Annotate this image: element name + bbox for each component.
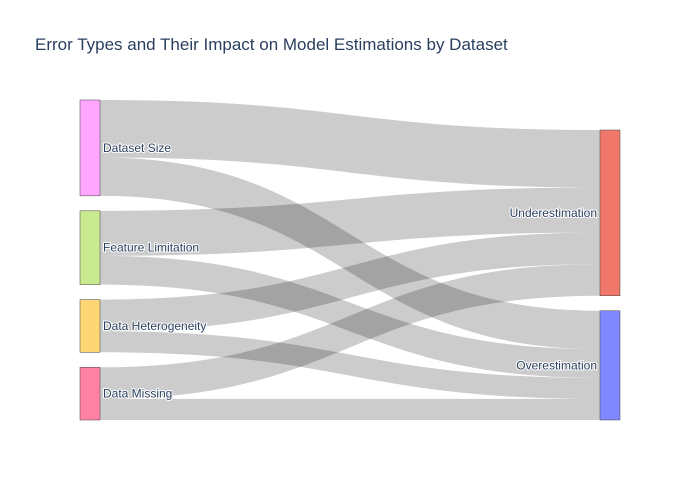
link-feature-limitation-to-underestimation[interactable] — [100, 187, 600, 256]
node-label-data-heterogeneity: Data Heterogeneity — [103, 319, 206, 333]
link-data-heterogeneity-to-overestimation[interactable] — [100, 331, 600, 399]
nodes-layer — [79, 99, 621, 421]
link-data-missing-to-underestimation[interactable] — [100, 264, 600, 399]
node-label-feature-limitation: Feature Limitation — [103, 241, 199, 255]
node-overestimation[interactable] — [599, 310, 621, 421]
chart-title: Error Types and Their Impact on Model Es… — [35, 35, 508, 54]
link-data-missing-to-overestimation[interactable] — [100, 398, 600, 420]
link-dataset-size-to-overestimation[interactable] — [100, 157, 600, 350]
node-underestimation[interactable] — [599, 129, 621, 297]
node-data-missing[interactable] — [79, 367, 101, 421]
node-data-heterogeneity[interactable] — [79, 299, 101, 353]
node-label-overestimation: Overestimation — [516, 358, 597, 372]
node-dataset-size[interactable] — [79, 99, 101, 197]
link-feature-limitation-to-overestimation[interactable] — [100, 255, 600, 378]
node-feature-limitation[interactable] — [79, 210, 101, 285]
node-label-dataset-size: Dataset Size — [103, 141, 171, 155]
node-label-data-missing: Data Missing — [103, 387, 172, 401]
link-dataset-size-to-underestimation[interactable] — [100, 100, 600, 188]
link-data-heterogeneity-to-underestimation[interactable] — [100, 232, 600, 332]
links-layer — [100, 100, 600, 420]
labels-layer: Dataset Size Feature Limitation Data Heter… — [102, 140, 598, 402]
node-label-underestimation: Underestimation — [510, 206, 597, 220]
